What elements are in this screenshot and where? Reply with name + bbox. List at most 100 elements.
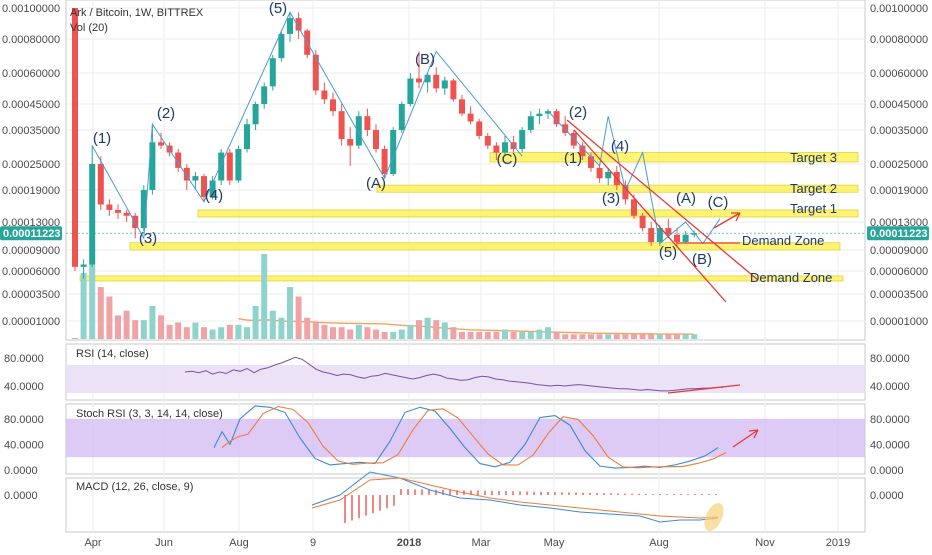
volume-bar xyxy=(312,322,319,339)
volume-bar xyxy=(330,327,336,339)
price-zone xyxy=(197,209,859,218)
wave-label: (A) xyxy=(366,175,386,192)
volume-bar xyxy=(97,287,104,339)
volume-bar xyxy=(605,334,612,339)
trend-line xyxy=(566,119,759,281)
zone-label: Demand Zone xyxy=(750,270,832,285)
chart-title: Ark / Bitcoin, 1W, BITTREX xyxy=(70,7,204,19)
candle-body xyxy=(269,58,276,87)
stoch-tick-left: 0.0000 xyxy=(4,465,38,477)
volume-bar xyxy=(390,331,397,339)
zone-label: Demand Zone xyxy=(742,233,824,248)
candle-body xyxy=(244,124,250,150)
rsi-tick-right: 40.0000 xyxy=(870,381,910,393)
x-axis-label: 2019 xyxy=(826,537,850,549)
wave-path xyxy=(91,11,523,240)
volume-bar xyxy=(123,310,130,339)
price-tick-left: 0.00013000 xyxy=(2,217,60,229)
candle-body xyxy=(106,204,113,210)
rsi-tick-left: 80.0000 xyxy=(4,353,44,365)
volume-bar xyxy=(622,334,629,339)
macd-tick-left: 0.0000 xyxy=(4,490,38,502)
volume-bar xyxy=(648,334,655,339)
candle-body xyxy=(235,149,242,181)
volume-bar xyxy=(674,334,680,339)
candle-body xyxy=(278,33,285,59)
macd-legend: MACD (12, 26, close, 9) xyxy=(76,481,193,493)
price-tick-right: 0.00006000 xyxy=(870,266,928,278)
candle-body xyxy=(97,164,104,205)
volume-bar xyxy=(502,329,508,339)
candle-body xyxy=(502,142,508,153)
candle-body xyxy=(639,215,646,229)
x-axis-label: Jun xyxy=(155,537,173,549)
candle-body xyxy=(364,116,371,130)
current-price-box-left xyxy=(0,226,62,241)
price-zone xyxy=(489,152,859,163)
volume-bar xyxy=(226,324,233,339)
volume-bar xyxy=(261,254,268,339)
candle-body xyxy=(459,99,465,114)
price-tick-left: 0.00080000 xyxy=(2,34,60,46)
volume-bar xyxy=(441,322,448,339)
volume-bar xyxy=(355,324,362,339)
candle-body xyxy=(158,142,164,146)
candle-body xyxy=(209,180,216,197)
wave-label: (C) xyxy=(708,194,729,211)
candle-body xyxy=(605,171,612,179)
candle-body xyxy=(321,90,328,100)
stoch-tick-right: 40.0000 xyxy=(870,439,910,451)
candle-body xyxy=(562,124,569,133)
volume-bar xyxy=(476,331,483,339)
volume-bar xyxy=(545,327,551,339)
zone-label: Target 1 xyxy=(790,201,837,216)
volume-bar xyxy=(433,320,440,339)
candle-body xyxy=(665,228,672,235)
x-axis-label: 9 xyxy=(310,537,316,549)
stoch-legend: Stoch RSI (3, 3, 14, 14, close) xyxy=(76,408,223,420)
candle-body xyxy=(441,80,448,89)
candle-body xyxy=(484,135,491,146)
wave-label: (B) xyxy=(692,251,712,268)
volume-bar xyxy=(149,305,156,339)
candle-body xyxy=(149,142,156,190)
price-tick-right: 0.00001000 xyxy=(870,316,928,328)
volume-bar xyxy=(467,331,474,339)
volume-bar xyxy=(536,329,543,339)
volume-bar xyxy=(72,338,78,339)
x-axis-label: Nov xyxy=(755,537,775,549)
zone-label: Target 2 xyxy=(790,181,837,196)
wave-label: (2) xyxy=(569,104,587,121)
volume-bar xyxy=(631,334,637,339)
x-axis-label: Aug xyxy=(649,537,669,549)
candle-body xyxy=(252,104,259,125)
volume-bar xyxy=(158,315,164,339)
volume-bar xyxy=(192,322,199,339)
price-tick-left: 0.00100000 xyxy=(2,3,60,15)
volume-bar xyxy=(381,331,388,339)
candle-body xyxy=(261,86,268,104)
rsi-band xyxy=(66,365,865,393)
candle-body xyxy=(682,234,689,242)
volume-bar xyxy=(269,310,276,339)
candle-body xyxy=(527,116,534,130)
candle-body xyxy=(115,209,121,213)
x-axis-label: 2018 xyxy=(397,537,421,549)
candle-body xyxy=(493,145,500,153)
candle-body xyxy=(622,185,629,200)
volume-bar xyxy=(510,331,517,339)
volume-bar xyxy=(115,315,121,339)
stoch-band xyxy=(66,418,865,458)
candle-body xyxy=(519,130,526,150)
volume-bar xyxy=(416,320,422,339)
x-axis-label: Mar xyxy=(472,537,491,549)
x-axis-label: Aug xyxy=(229,537,249,549)
volume-bar xyxy=(89,263,96,339)
rsi-trend-line xyxy=(667,384,741,394)
price-tick-left: 0.00003500 xyxy=(2,289,60,301)
price-tick-left: 0.00025000 xyxy=(2,159,60,171)
wave-label: (3) xyxy=(602,190,620,207)
stoch-arrow xyxy=(732,429,759,448)
candle-body xyxy=(201,176,207,197)
